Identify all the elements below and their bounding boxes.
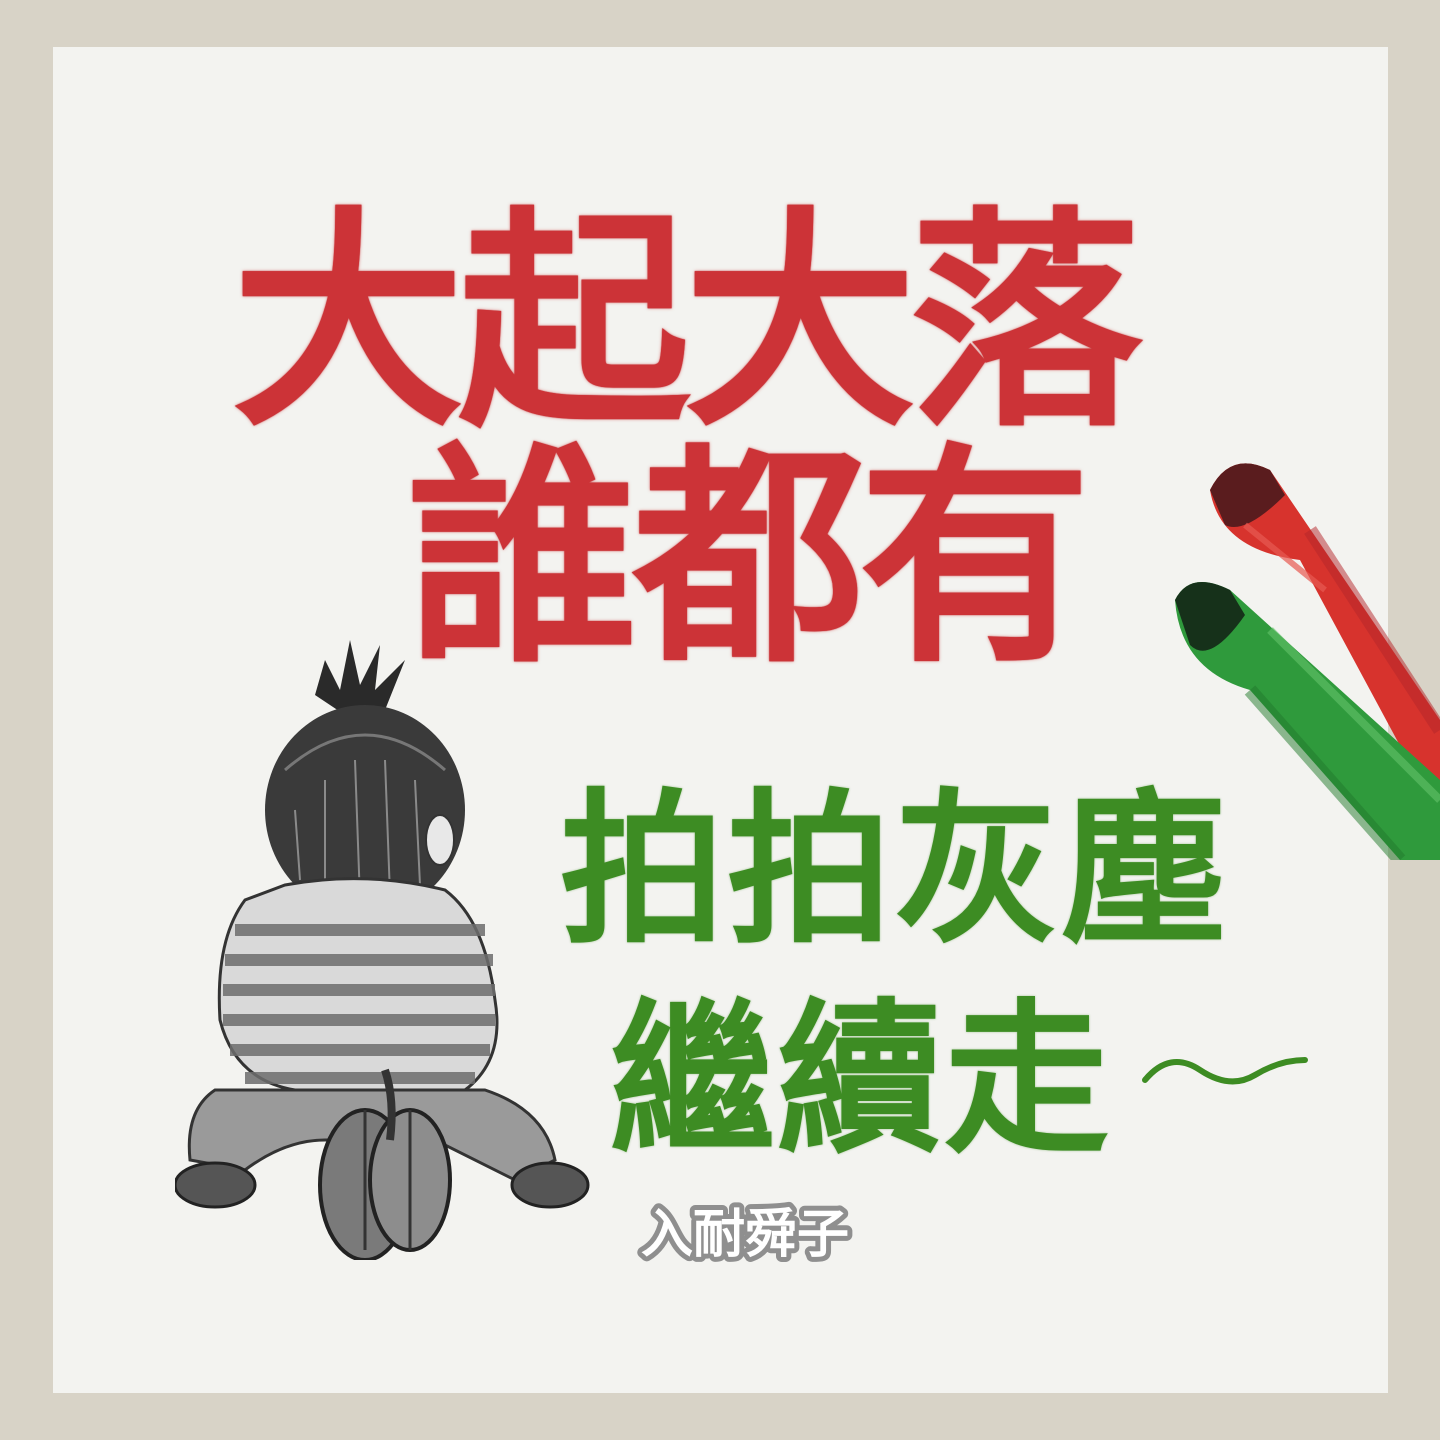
markers-illustration [1175, 463, 1440, 860]
green-marker-icon [1175, 582, 1440, 860]
tilde-stroke [1142, 1057, 1308, 1085]
subline-line-1: 拍拍灰塵 [560, 774, 1228, 966]
child-on-balance-bike-icon [175, 640, 590, 1260]
headline-line-2: 誰都有 [407, 424, 1091, 694]
brand-logo: 入耐舜子 [636, 1200, 854, 1270]
paper-card [53, 47, 1388, 1393]
subline-line-2: 繼續走 [610, 984, 1111, 1176]
brand-logo-text: 入耐舜子 [641, 1205, 849, 1265]
red-marker-icon [1210, 463, 1440, 820]
headline-line-1: 大起大落 [232, 188, 1142, 458]
